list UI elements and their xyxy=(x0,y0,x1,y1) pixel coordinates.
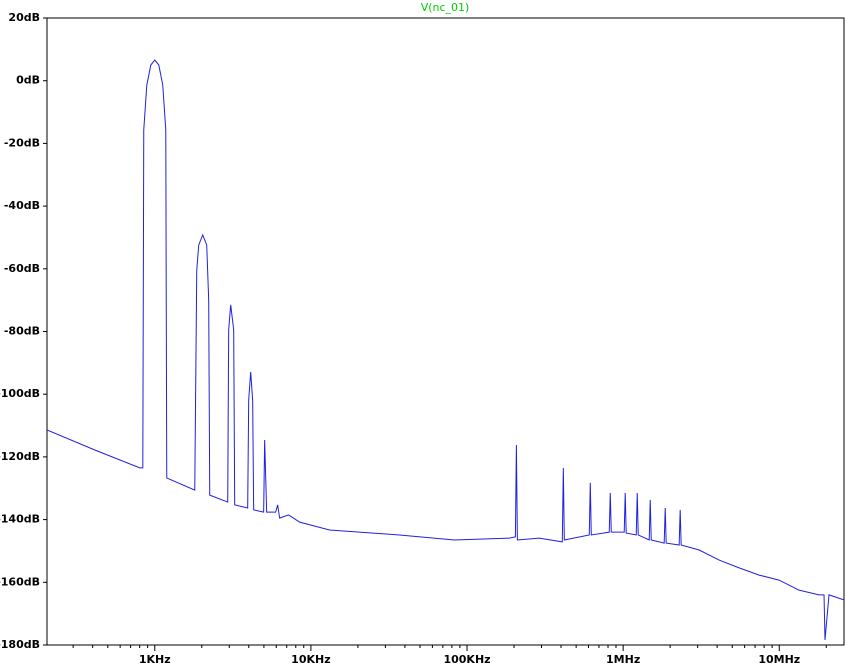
x-tick-label: 10MHz xyxy=(758,653,800,666)
y-tick-label: -180dB xyxy=(0,638,40,651)
chart-title: V(nc_01) xyxy=(421,1,470,14)
x-tick-label: 1MHz xyxy=(606,653,640,666)
y-tick-label: -80dB xyxy=(4,325,40,338)
y-tick-label: 20dB xyxy=(8,11,40,24)
y-tick-label: -160dB xyxy=(0,575,40,588)
trace xyxy=(47,59,844,641)
y-tick-label: -40dB xyxy=(4,199,40,212)
x-tick-label: 10KHz xyxy=(291,653,330,666)
y-tick-label: -140dB xyxy=(0,513,40,526)
x-tick-label: 100KHz xyxy=(443,653,490,666)
y-tick-label: -20dB xyxy=(4,136,40,149)
y-tick-label: -100dB xyxy=(0,387,40,400)
x-tick-label: 1KHz xyxy=(139,653,171,666)
y-tick-label: 0dB xyxy=(16,74,40,87)
y-tick-label: -60dB xyxy=(4,262,40,275)
y-tick-label: -120dB xyxy=(0,450,40,463)
